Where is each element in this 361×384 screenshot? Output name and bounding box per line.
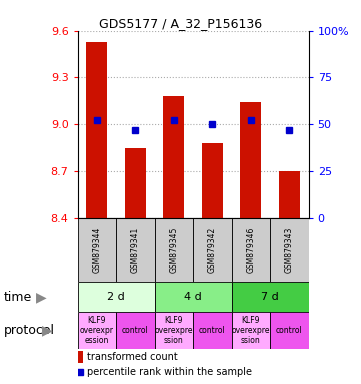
Text: 2 d: 2 d: [107, 292, 125, 302]
Bar: [202, 143, 223, 218]
Text: ▶: ▶: [42, 323, 52, 338]
Text: control: control: [276, 326, 303, 335]
Bar: [270, 218, 309, 282]
Bar: [240, 103, 261, 218]
Bar: [193, 218, 232, 282]
Text: 4 d: 4 d: [184, 292, 202, 302]
Text: GDS5177 / A_32_P156136: GDS5177 / A_32_P156136: [99, 17, 262, 30]
Bar: [232, 282, 309, 312]
Text: control: control: [122, 326, 149, 335]
Bar: [155, 282, 232, 312]
Text: GSM879346: GSM879346: [247, 227, 255, 273]
Bar: [78, 312, 116, 349]
Bar: [163, 96, 184, 218]
Text: control: control: [199, 326, 226, 335]
Bar: [270, 312, 309, 349]
Bar: [125, 147, 146, 218]
Bar: [116, 218, 155, 282]
Text: KLF9
overexpre
ssion: KLF9 overexpre ssion: [232, 316, 270, 345]
Bar: [155, 312, 193, 349]
Bar: [78, 351, 83, 363]
Text: ▶: ▶: [36, 290, 47, 304]
Text: percentile rank within the sample: percentile rank within the sample: [87, 367, 252, 377]
Text: KLF9
overexpre
ssion: KLF9 overexpre ssion: [155, 316, 193, 345]
Text: GSM879343: GSM879343: [285, 227, 294, 273]
Bar: [232, 312, 270, 349]
Text: GSM879342: GSM879342: [208, 227, 217, 273]
Bar: [279, 171, 300, 218]
Text: transformed count: transformed count: [87, 352, 178, 362]
Text: KLF9
overexpr
ession: KLF9 overexpr ession: [80, 316, 114, 345]
Text: 7 d: 7 d: [261, 292, 279, 302]
Text: GSM879344: GSM879344: [92, 227, 101, 273]
Bar: [78, 282, 155, 312]
Text: GSM879345: GSM879345: [169, 227, 178, 273]
Bar: [193, 312, 232, 349]
Bar: [232, 218, 270, 282]
Bar: [155, 218, 193, 282]
Text: GSM879341: GSM879341: [131, 227, 140, 273]
Bar: [78, 218, 116, 282]
Text: time: time: [4, 291, 32, 304]
Bar: [116, 312, 155, 349]
Text: protocol: protocol: [4, 324, 55, 337]
Bar: [86, 41, 108, 218]
